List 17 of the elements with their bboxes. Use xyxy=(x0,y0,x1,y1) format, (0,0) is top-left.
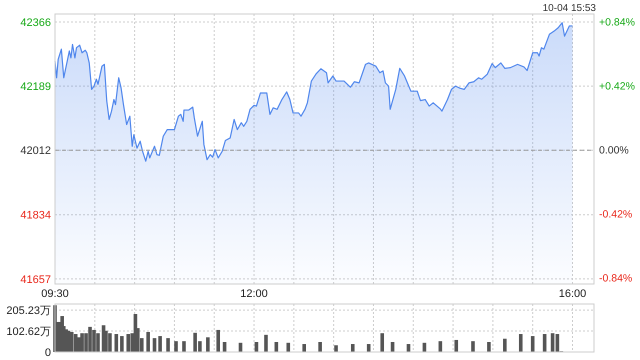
y2-tick-label: +0.42% xyxy=(599,80,635,92)
y-tick-label: 42012 xyxy=(20,145,51,158)
y2-tick-label: -0.42% xyxy=(599,208,632,221)
x-tick-label: 09:30 xyxy=(41,288,69,300)
y-tick-label: 42189 xyxy=(20,80,51,93)
chart-subtitle: 10-04 15:53 xyxy=(542,3,596,14)
x-tick-label: 16:00 xyxy=(558,288,586,300)
y2-tick-label: 0.00% xyxy=(599,144,629,156)
y2-tick-label: -0.84% xyxy=(599,272,632,285)
y2-tick-label: +0.84% xyxy=(599,16,635,28)
y-tick-label: 205.23万 xyxy=(6,304,51,317)
x-tick-label: 12:00 xyxy=(240,288,268,300)
y-tick-label: 0 xyxy=(44,346,51,359)
y-tick-label: 42366 xyxy=(20,16,51,29)
y-tick-label: 41834 xyxy=(20,210,51,222)
y-tick-label: 41657 xyxy=(20,274,51,286)
y-tick-label: 102.62万 xyxy=(6,326,51,338)
